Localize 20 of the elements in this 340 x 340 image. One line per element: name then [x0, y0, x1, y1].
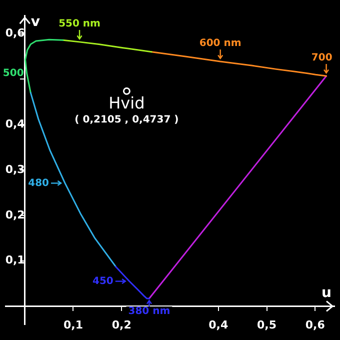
y-tick-label: 0,6	[5, 26, 26, 40]
y-tick-label: 0,1	[5, 254, 25, 267]
x-tick-label: 0,6	[305, 318, 326, 332]
annotation: 550 nm	[58, 18, 100, 30]
x-tick-label: 0,5	[257, 318, 277, 332]
annotation: 500	[2, 68, 24, 79]
x-tick-label: 0,2	[112, 318, 132, 332]
x-axis-title: u	[322, 284, 332, 301]
annotation: 450	[92, 276, 114, 287]
annotation: 700	[311, 52, 332, 64]
y-tick-label: 0,2	[5, 208, 25, 222]
y-tick-label: 0,3	[5, 162, 25, 176]
annotation: 380 nm	[128, 306, 170, 318]
x-tick-label: 0,4	[208, 318, 228, 332]
y-axis-title: v	[30, 14, 40, 30]
annotation: Hvid	[108, 93, 145, 112]
annotation: 480	[28, 178, 50, 189]
annotation: 600 nm	[199, 38, 242, 50]
x-tick-label: 0,1	[63, 318, 83, 332]
annotation: ( 0,2105 , 0,4737 )	[74, 114, 179, 126]
